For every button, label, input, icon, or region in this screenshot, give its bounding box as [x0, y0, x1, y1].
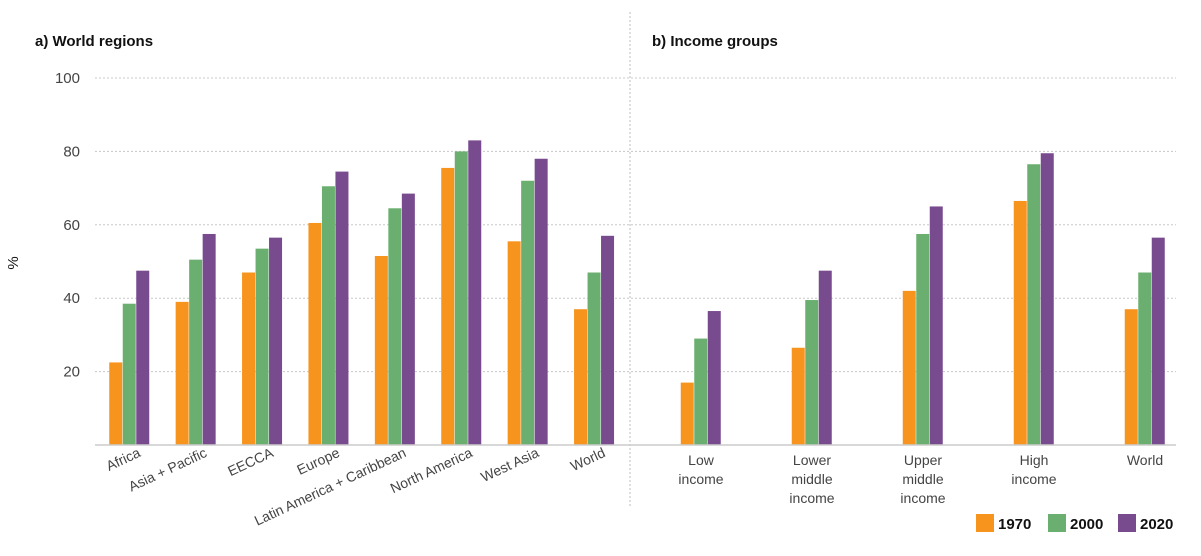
bar-2000 [587, 272, 601, 445]
bar-2000 [1027, 164, 1041, 445]
bar-1970 [1124, 309, 1138, 445]
bar-1970 [242, 272, 256, 445]
category-label-line: Lower [793, 452, 831, 468]
category-label-line: World [1127, 452, 1163, 468]
y-tick-label: 40 [63, 290, 80, 307]
category-label: World [568, 444, 608, 474]
category-label-line: High [1020, 452, 1049, 468]
bar-2000 [521, 180, 535, 445]
category-label-line: Low [688, 452, 715, 468]
category-label: Europe [294, 444, 342, 478]
y-axis-label: % [5, 256, 22, 269]
category-label: EECCA [225, 444, 276, 479]
legend: 1970 2000 2020 [976, 514, 1173, 533]
bar-1970 [441, 167, 455, 446]
bar-2020 [534, 158, 548, 446]
bar-1970 [507, 241, 521, 445]
bar-2000 [122, 303, 136, 445]
bar-2020 [335, 171, 349, 445]
bar-1970 [574, 309, 588, 445]
legend-swatch-2000 [1048, 514, 1066, 532]
bar-2000 [694, 338, 708, 445]
category-label: Africa [104, 444, 143, 474]
bar-2020 [818, 270, 832, 445]
y-tick-label: 100 [55, 70, 80, 87]
bar-2000 [388, 208, 402, 445]
legend-label-2000: 2000 [1070, 516, 1103, 533]
bar-2000 [255, 248, 269, 445]
legend-label-2020: 2020 [1140, 516, 1173, 533]
bar-2000 [189, 259, 203, 445]
bar-2020 [707, 311, 721, 445]
legend-label-1970: 1970 [998, 516, 1031, 533]
bar-2000 [805, 300, 819, 445]
bar-2020 [401, 193, 415, 445]
bar-2020 [136, 270, 150, 445]
category-label-line: middle [902, 471, 943, 487]
legend-swatch-1970 [976, 514, 994, 532]
bar-1970 [109, 362, 123, 445]
bar-1970 [308, 222, 322, 445]
bar-2020 [601, 235, 615, 445]
category-label: World [1127, 452, 1163, 468]
bar-1970 [374, 255, 388, 445]
bar-1970 [791, 347, 805, 445]
category-label-line: income [789, 490, 834, 506]
category-label: Low income [678, 452, 723, 487]
y-tick-label: 60 [63, 217, 80, 234]
legend-swatch-2020 [1118, 514, 1136, 532]
bar-2000 [454, 151, 468, 445]
bar-2020 [1151, 237, 1165, 445]
category-label-line: income [678, 471, 723, 487]
bar-2020 [269, 237, 283, 445]
category-label-line: income [1011, 471, 1056, 487]
bar-2020 [468, 140, 482, 445]
y-tick-label: 20 [63, 364, 80, 381]
category-label: West Asia [478, 444, 541, 485]
panel-a-title: a) World regions [35, 33, 153, 50]
y-tick-label: 80 [63, 143, 80, 160]
bar-1970 [1013, 200, 1027, 445]
category-label-line: Upper [904, 452, 942, 468]
bar-1970 [175, 301, 189, 445]
category-label-line: middle [791, 471, 832, 487]
category-label: Lower middle income [789, 452, 834, 506]
bar-2000 [1138, 272, 1152, 445]
bar-2020 [929, 206, 943, 445]
bar-1970 [680, 382, 694, 445]
category-label: High income [1011, 452, 1056, 487]
panel-b-title: b) Income groups [652, 33, 778, 50]
y-tick-labels: 20 40 60 80 100 [55, 70, 80, 381]
bar-2020 [202, 233, 216, 445]
bars [109, 140, 1165, 446]
bar-2000 [916, 233, 930, 445]
bar-1970 [902, 290, 916, 445]
bar-2000 [321, 186, 335, 445]
bar-2020 [1040, 153, 1054, 446]
category-label-line: income [900, 490, 945, 506]
category-label: Upper middle income [900, 452, 945, 506]
